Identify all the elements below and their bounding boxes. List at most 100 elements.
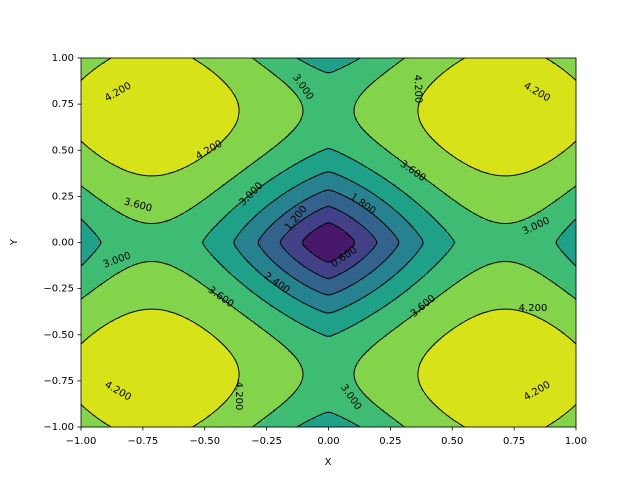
y-tick-label: −1.00	[43, 422, 74, 433]
contour-band	[99, 64, 205, 68]
contour-band	[108, 277, 196, 281]
contour-band	[228, 349, 289, 353]
contour-band	[261, 247, 286, 251]
contour-band	[294, 127, 364, 131]
contour-band	[222, 403, 283, 407]
contour-band	[342, 289, 376, 293]
contour-band	[321, 208, 337, 212]
contour-band	[333, 334, 388, 338]
contour-band	[414, 283, 454, 287]
contour-band	[279, 172, 322, 176]
contour-band	[81, 94, 235, 98]
contour-band	[303, 199, 355, 203]
contour-band	[246, 196, 280, 200]
contour-band	[234, 391, 295, 395]
contour-band	[84, 142, 220, 146]
contour-band	[243, 199, 274, 203]
contour-band	[93, 193, 211, 197]
contour-band	[105, 202, 199, 206]
contour-band	[291, 274, 322, 278]
contour-band	[387, 412, 445, 416]
contour-band	[168, 310, 241, 314]
contour-band	[339, 331, 391, 335]
contour-band	[276, 175, 316, 179]
contour-band	[399, 241, 424, 245]
contour-band	[219, 76, 280, 80]
contour-band	[381, 175, 424, 179]
contour-band	[354, 112, 418, 116]
contour-band	[273, 283, 304, 287]
contour-band	[81, 199, 103, 203]
contour-band	[318, 415, 340, 419]
contour-band	[282, 139, 376, 143]
contour-band	[273, 73, 385, 77]
contour-band	[357, 322, 403, 326]
y-tick-label: 0.00	[52, 238, 74, 249]
contour-band	[435, 139, 577, 143]
contour-band	[384, 409, 442, 413]
contour-band	[243, 253, 268, 257]
contour-band	[375, 289, 409, 293]
contour-band	[384, 73, 442, 77]
contour-band	[300, 322, 358, 326]
contour-band	[219, 295, 259, 299]
contour-band	[354, 301, 391, 305]
contour-band	[246, 259, 274, 263]
contour-band	[555, 199, 577, 203]
contour-band	[417, 115, 577, 119]
contour-band	[126, 313, 178, 317]
contour-band	[108, 424, 196, 428]
contour-band	[390, 415, 451, 419]
contour-band	[381, 337, 442, 341]
contour-band	[345, 328, 394, 332]
contour-band	[324, 190, 334, 194]
contour-band	[492, 220, 520, 224]
contour-band	[81, 196, 97, 200]
contour-band	[243, 229, 268, 233]
contour-band	[357, 364, 421, 368]
contour-band	[351, 235, 373, 239]
contour-band	[219, 187, 259, 191]
contour-band	[561, 151, 577, 155]
contour-band	[237, 97, 301, 101]
contour-band	[378, 310, 418, 314]
contour-band	[555, 283, 577, 287]
contour-band	[246, 316, 292, 320]
contour-band	[294, 91, 364, 95]
contour-band	[333, 223, 361, 227]
contour-band	[213, 334, 271, 338]
contour-band	[354, 238, 376, 242]
contour-band	[306, 247, 352, 251]
contour-band	[564, 193, 577, 197]
contour-band	[81, 316, 121, 320]
contour-band	[303, 265, 355, 269]
contour-band	[378, 241, 400, 245]
contour-band	[408, 262, 439, 266]
contour-band	[372, 271, 400, 275]
contour-band	[381, 307, 424, 311]
contour-band	[468, 274, 544, 278]
contour-band	[354, 241, 379, 245]
contour-band	[267, 415, 319, 419]
contour-band	[279, 76, 379, 80]
contour-band	[219, 142, 280, 146]
contour-band	[81, 175, 235, 179]
contour-band	[447, 331, 562, 335]
contour-band	[300, 58, 358, 62]
contour-band	[420, 121, 577, 125]
contour-band	[420, 364, 577, 368]
contour-band	[81, 190, 91, 194]
contour-band	[447, 229, 565, 233]
contour-band	[357, 361, 421, 365]
contour-band	[282, 238, 304, 242]
contour-band	[363, 256, 388, 260]
contour-band	[81, 154, 100, 158]
contour-band	[285, 82, 373, 86]
contour-band	[186, 166, 247, 170]
x-tick-label: 0.75	[503, 436, 525, 447]
contour-band	[450, 235, 562, 239]
contour-band	[258, 187, 292, 191]
contour-band	[363, 391, 424, 395]
contour-band	[81, 100, 238, 104]
contour-band	[522, 310, 577, 314]
